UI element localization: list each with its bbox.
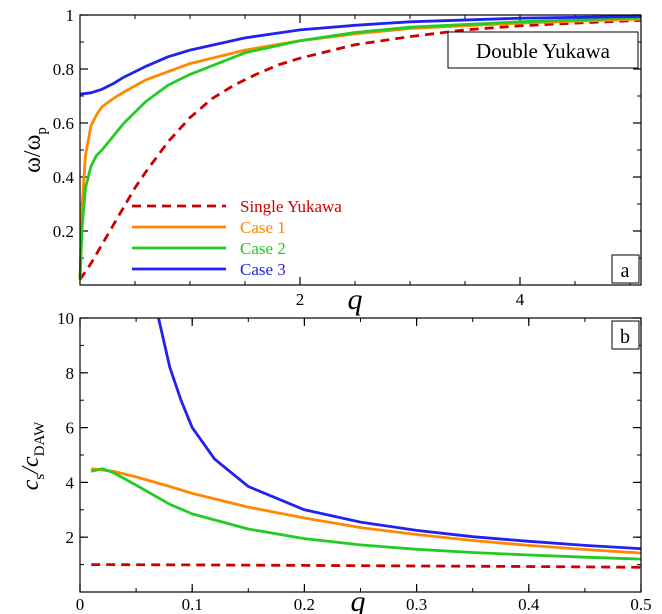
panel-a-y-tick-label: 0.8 [53, 60, 74, 79]
legend-label-case-1: Case 1 [240, 218, 286, 237]
panel-b-y-tick-label: 10 [57, 309, 74, 328]
panel-a-y-tick-label: 0.6 [53, 114, 74, 133]
panel-a-series-case-3 [79, 15, 642, 96]
panel-b-y-tick-label: 6 [66, 419, 75, 438]
panel-a-y-tick-label: 1 [66, 6, 75, 25]
panel-b-ylabel-mid: /c [18, 456, 44, 476]
panel-b-ylabel: cs/cDAW [18, 421, 48, 490]
panel-b-label-box [611, 320, 640, 350]
panel-a-y-tick-label: 0.2 [53, 222, 74, 241]
panel-b-series-case-2 [90, 467, 642, 561]
panel-b-series-case-1 [91, 467, 642, 555]
panel-a-frame [79, 14, 642, 286]
panel-b-ylabel-sub2: DAW [32, 421, 48, 456]
panel-a-x-tick-label: 2 [296, 290, 305, 309]
panel-b-x-tick-label: 0.1 [182, 595, 203, 614]
legend-label-single-yukawa: Single Yukawa [240, 197, 342, 216]
panel-a-xlabel: q [348, 283, 363, 316]
panel-a: 2 4 0.2 0.4 0.6 0.8 1 Single Yukawa Case 1 Case … [20, 6, 642, 316]
panel-b-label: b [620, 326, 630, 348]
panel-a-ylabel-main: ω/ω [20, 135, 46, 173]
panel-b-x-tick-label: 0.2 [294, 595, 315, 614]
panel-a-series-single-yukawa [78, 19, 642, 281]
panel-a-legend: Single Yukawa Case 1 Case 2 Case 3 [132, 197, 342, 279]
panel-a-label: a [621, 260, 630, 282]
panel-b: 0 0.1 0.2 0.3 0.4 0.5 2 4 6 8 10 b q cs/cDAW [18, 309, 652, 614]
panel-b-series-single-yukawa [91, 563, 642, 569]
panel-b-ylabel-main: c [18, 479, 44, 490]
panel-b-series-case-3 [157, 317, 642, 551]
panel-a-series-case-2 [78, 16, 642, 280]
panel-a-y-tick-label: 0.4 [53, 168, 75, 187]
panel-a-ylabel-sub: p [34, 127, 50, 135]
panel-b-ylabel-sub1: s [32, 474, 48, 480]
panel-b-y-tick-label: 8 [66, 364, 75, 383]
panel-a-x-tick-label: 4 [516, 290, 525, 309]
panel-b-x-tick-label: 0.4 [518, 595, 540, 614]
legend-label-case-3: Case 3 [240, 260, 286, 279]
panel-b-x-tick-label: 0 [76, 595, 85, 614]
annotation-box [447, 31, 639, 69]
panel-b-x-tick-label: 0.3 [406, 595, 427, 614]
legend-label-case-2: Case 2 [240, 239, 286, 258]
panel-b-xlabel: q [351, 585, 366, 614]
annotation-text: Double Yukawa [476, 39, 611, 63]
panel-b-frame [79, 317, 642, 593]
panel-b-y-tick-label: 2 [66, 528, 75, 547]
panel-b-y-tick-label: 4 [66, 473, 75, 492]
panel-a-ylabel: ω/ωp [20, 127, 50, 173]
panel-b-x-tick-label: 0.5 [630, 595, 651, 614]
panel-a-label-box [611, 254, 640, 284]
